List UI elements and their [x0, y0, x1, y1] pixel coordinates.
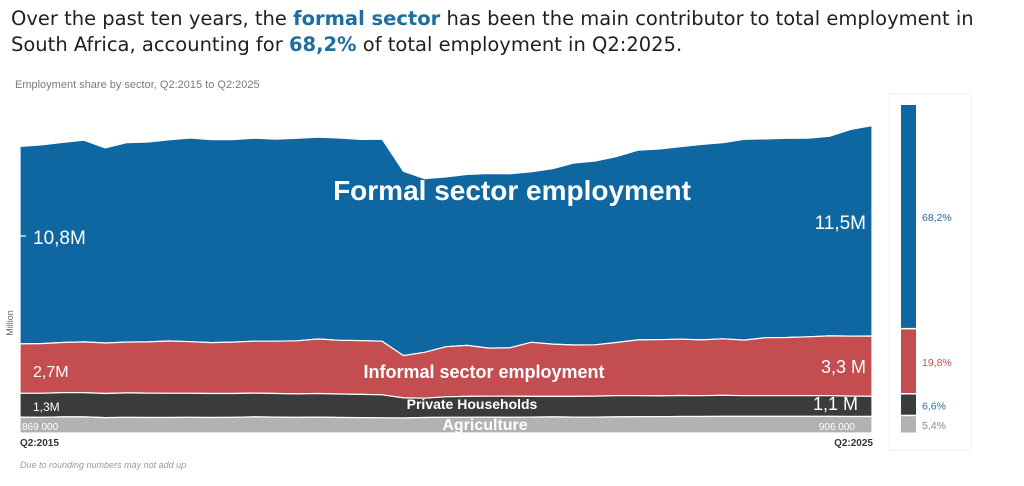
- informal-share-label: 19,8%: [922, 357, 952, 369]
- headline-text-3: of total employment in Q2:2025.: [356, 33, 683, 56]
- footnote: Due to rounding numbers may not add up: [20, 460, 187, 470]
- x-tick-end: Q2:2025: [834, 438, 873, 449]
- informal-series-label: Informal sector employment: [363, 362, 604, 382]
- x-tick-start: Q2:2015: [20, 438, 59, 449]
- headline-text-2: has been the main contributor to total e…: [11, 7, 974, 56]
- share-bar-panel: [889, 93, 972, 451]
- headline: Over the past ten years, the formal sect…: [11, 6, 1016, 58]
- formal-start-value: 10,8M: [33, 228, 86, 249]
- agriculture-series-label: Agriculture: [442, 417, 527, 434]
- formal-end-value: 11,5M: [815, 213, 866, 234]
- agriculture-end-value: 906 000: [819, 422, 856, 433]
- households-series-label: Private Households: [407, 396, 538, 412]
- formal-series-label: Formal sector employment: [333, 175, 691, 206]
- agriculture-share-label: 5,4%: [922, 420, 946, 432]
- headline-highlight-formal: formal sector: [293, 7, 441, 30]
- households-share-bar: [901, 394, 916, 415]
- agriculture-share-bar: [901, 416, 916, 433]
- chart-subtitle: Employment share by sector, Q2:2015 to Q…: [15, 79, 260, 91]
- households-end-value: 1,1 M: [813, 394, 858, 414]
- agriculture-start-value: 869 000: [22, 422, 59, 433]
- households-start-value: 1,3M: [33, 400, 60, 414]
- formal-sector-area: [19, 124, 873, 357]
- formal-share-bar: [901, 105, 916, 328]
- households-share-label: 6,6%: [922, 400, 946, 412]
- formal-share-label: 68,2%: [922, 212, 952, 224]
- agriculture-area: [19, 415, 873, 434]
- headline-highlight-pct: 68,2%: [288, 33, 357, 56]
- informal-share-bar: [901, 329, 916, 393]
- informal-end-value: 3,3 M: [821, 357, 866, 377]
- informal-start-value: 2,7M: [33, 364, 69, 381]
- headline-text-1: Over the past ten years, the: [11, 7, 294, 30]
